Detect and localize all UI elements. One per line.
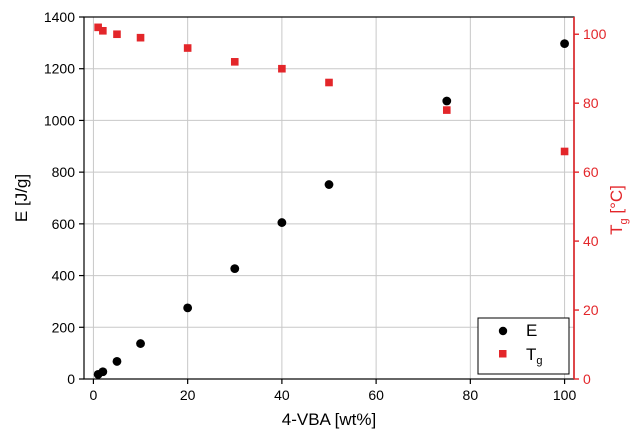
- data-point-e: [98, 367, 108, 377]
- y-left-tick-label: 400: [52, 268, 76, 284]
- legend: E Tg: [477, 317, 570, 375]
- data-point-e: [112, 357, 122, 366]
- y-right-tick-label: 80: [583, 95, 599, 111]
- y-axis-right-title: Tg [°C]: [607, 185, 630, 235]
- y-right-tick-label: 40: [583, 233, 599, 249]
- data-point-tg: [278, 64, 286, 73]
- data-point-e: [230, 264, 240, 273]
- legend-marker-tg: [499, 350, 507, 358]
- y-axis-left-title: E [J/g]: [12, 174, 31, 222]
- data-point-tg: [230, 58, 239, 66]
- x-tick-label: 0: [90, 387, 98, 403]
- y-axis-right: 0 20 40 60 80 100: [574, 26, 607, 387]
- x-tick-label: 100: [553, 387, 577, 403]
- y-axis-right-title-main: T: [607, 224, 626, 234]
- y-left-tick-label: 800: [52, 164, 76, 180]
- data-point-tg: [325, 78, 333, 87]
- y-axis-left: 0 200 400 600 800 1000 1200 1400: [44, 9, 84, 387]
- data-point-e: [442, 96, 452, 106]
- legend-label-e-main: E: [526, 321, 537, 340]
- data-point-e: [136, 339, 145, 348]
- x-tick-label: 40: [274, 387, 290, 403]
- y-left-tick-label: 600: [52, 216, 76, 232]
- data-point-tg: [560, 147, 569, 156]
- data-point-tg: [99, 26, 107, 35]
- x-tick-label: 80: [463, 387, 479, 403]
- data-point-e: [277, 218, 287, 227]
- data-point-tg: [136, 33, 145, 42]
- y-axis-right-title-unit: [°C]: [607, 185, 626, 218]
- x-axis-title: 4-VBA [wt%]: [282, 410, 376, 429]
- y-left-tick-label: 1200: [44, 61, 75, 77]
- x-tick-label: 60: [368, 387, 384, 403]
- y-left-tick-label: 1000: [44, 112, 75, 128]
- x-tick-label: 20: [180, 387, 196, 403]
- y-right-tick-label: 60: [583, 164, 599, 180]
- series-e: [93, 39, 569, 379]
- data-point-tg: [94, 23, 102, 32]
- legend-label-tg: Tg: [526, 345, 543, 367]
- series-tg: [94, 23, 569, 156]
- x-axis: 0 20 40 60 80 100: [90, 379, 577, 403]
- legend-box: [477, 317, 570, 375]
- legend-marker-e: [498, 326, 508, 336]
- y-axis-right-title-sub: g: [618, 218, 630, 224]
- data-point-e: [183, 303, 193, 313]
- legend-label-tg-sub: g: [536, 355, 542, 367]
- data-point-e: [560, 39, 569, 49]
- y-right-tick-label: 0: [583, 371, 591, 387]
- legend-label-tg-main: T: [526, 345, 536, 364]
- y-right-tick-label: 20: [583, 302, 599, 318]
- y-left-tick-label: 200: [52, 319, 76, 335]
- y-left-tick-label: 1400: [44, 9, 75, 25]
- y-right-tick-label: 100: [583, 26, 607, 42]
- data-point-tg: [113, 30, 121, 39]
- legend-label-e: E: [526, 321, 537, 340]
- data-point-e: [324, 180, 334, 189]
- y-left-tick-label: 0: [67, 371, 75, 387]
- data-point-tg: [183, 44, 192, 52]
- data-point-tg: [442, 106, 451, 114]
